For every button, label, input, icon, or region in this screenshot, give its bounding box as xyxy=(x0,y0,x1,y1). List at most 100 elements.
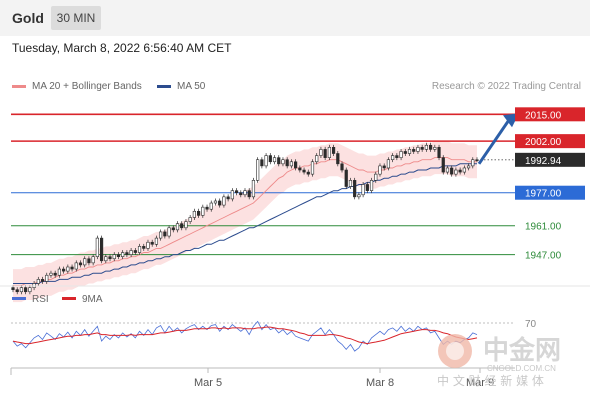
candle-body xyxy=(260,159,264,167)
rsi-line xyxy=(12,320,478,352)
candle-body xyxy=(256,159,260,181)
candle-body xyxy=(247,190,251,198)
candle-body xyxy=(441,157,445,173)
candle-body xyxy=(159,231,163,239)
candle-body xyxy=(146,241,150,249)
candle-body xyxy=(306,171,310,175)
legend-label-ma50: MA 50 xyxy=(177,81,206,92)
candle-body xyxy=(24,287,28,293)
candle-body xyxy=(277,157,281,165)
datetime-label: Tuesday, March 8, 2022 6:56:40 AM CET xyxy=(12,41,232,55)
candle-body xyxy=(462,167,466,173)
x-tick-label-1: Mar 8 xyxy=(366,377,394,389)
rsi-level-label: 70 xyxy=(525,319,537,330)
instrument-title: Gold xyxy=(12,10,44,26)
bollinger-band xyxy=(13,141,477,303)
candle-body xyxy=(399,151,403,158)
candle-body xyxy=(57,268,61,276)
candle-body xyxy=(218,200,222,206)
candle-body xyxy=(104,256,108,262)
candle-body xyxy=(264,155,268,167)
candle-body xyxy=(129,250,133,255)
level-tag-2015.00 xyxy=(515,107,585,122)
candle-body xyxy=(310,161,315,175)
candle-body xyxy=(230,190,234,200)
candle-body xyxy=(142,246,146,249)
level-label-1977.00: 1977.00 xyxy=(525,189,562,200)
candle-body xyxy=(382,165,386,169)
candle-body xyxy=(374,173,378,181)
candle-body xyxy=(91,256,95,264)
candle-body xyxy=(357,194,361,198)
candle-body xyxy=(268,155,272,163)
candle-body xyxy=(150,241,154,245)
candle-body xyxy=(87,258,91,264)
candle-body xyxy=(407,149,412,154)
ma50-line xyxy=(13,163,477,284)
candle-body xyxy=(226,196,230,200)
candle-body xyxy=(327,147,331,158)
candle-body xyxy=(70,266,74,270)
level-label-1992.94: 1992.94 xyxy=(525,156,562,167)
candle-body xyxy=(45,274,49,282)
candle-body xyxy=(348,180,353,187)
candle-body xyxy=(302,169,306,173)
candle-body xyxy=(15,289,19,293)
candle-body xyxy=(454,169,458,175)
candle-body xyxy=(192,210,196,218)
candle-body xyxy=(62,268,66,272)
candle-body xyxy=(450,167,454,175)
candle-body xyxy=(99,237,104,262)
candle-body xyxy=(412,149,416,152)
candle-body xyxy=(234,190,239,194)
candle-body xyxy=(137,246,142,253)
level-label-1947.00: 1947.00 xyxy=(525,251,562,262)
candle-body xyxy=(95,237,99,257)
candle-body xyxy=(154,237,159,245)
candle-body xyxy=(180,223,184,229)
candle-body xyxy=(344,169,348,187)
candle-body xyxy=(471,159,475,167)
candle-body xyxy=(289,161,294,167)
candle-body xyxy=(78,262,83,266)
candle-body xyxy=(445,167,450,173)
ma50-swatch xyxy=(157,84,171,88)
candle-body xyxy=(133,250,137,253)
candle-body xyxy=(11,287,15,290)
legend-item-ma50: MA 50 xyxy=(157,81,205,92)
timeframe-button[interactable]: 30 MIN xyxy=(51,6,101,30)
level-tag-2002.00 xyxy=(515,134,585,149)
ma20-line xyxy=(13,157,477,287)
level-label-2015.00: 2015.00 xyxy=(525,110,562,121)
candle-body xyxy=(184,221,188,229)
candle-body xyxy=(74,262,78,270)
legend-item-bollinger: MA 20 + Bollinger Bands xyxy=(12,81,142,92)
candle-body xyxy=(83,258,87,266)
candle-body xyxy=(424,144,428,150)
level-tag-1992.94 xyxy=(515,152,585,167)
candle-body xyxy=(298,167,302,171)
candle-body xyxy=(281,159,285,165)
candle-body xyxy=(40,279,45,282)
candle-body xyxy=(163,231,167,237)
candle-body xyxy=(331,147,336,154)
candle-body xyxy=(108,256,112,260)
x-tick-label-2: Mar 9 xyxy=(466,377,494,389)
candle-body xyxy=(171,227,175,231)
candle-body xyxy=(112,254,116,260)
ma9-legend-label: 9MA xyxy=(82,294,103,305)
candle-body xyxy=(53,272,57,276)
candle-body xyxy=(116,254,121,257)
candle-body xyxy=(36,279,40,284)
candle-body xyxy=(403,151,407,154)
level-tag-1977.00 xyxy=(515,185,585,200)
candle-body xyxy=(319,149,323,156)
candle-body xyxy=(391,155,395,161)
rsi-legend-label: RSI xyxy=(32,294,49,305)
candle-body xyxy=(125,252,129,255)
candle-body xyxy=(251,180,256,198)
candle-body xyxy=(175,223,180,231)
candle-body xyxy=(315,155,319,163)
top-bar: Gold 30 MIN xyxy=(0,0,590,36)
